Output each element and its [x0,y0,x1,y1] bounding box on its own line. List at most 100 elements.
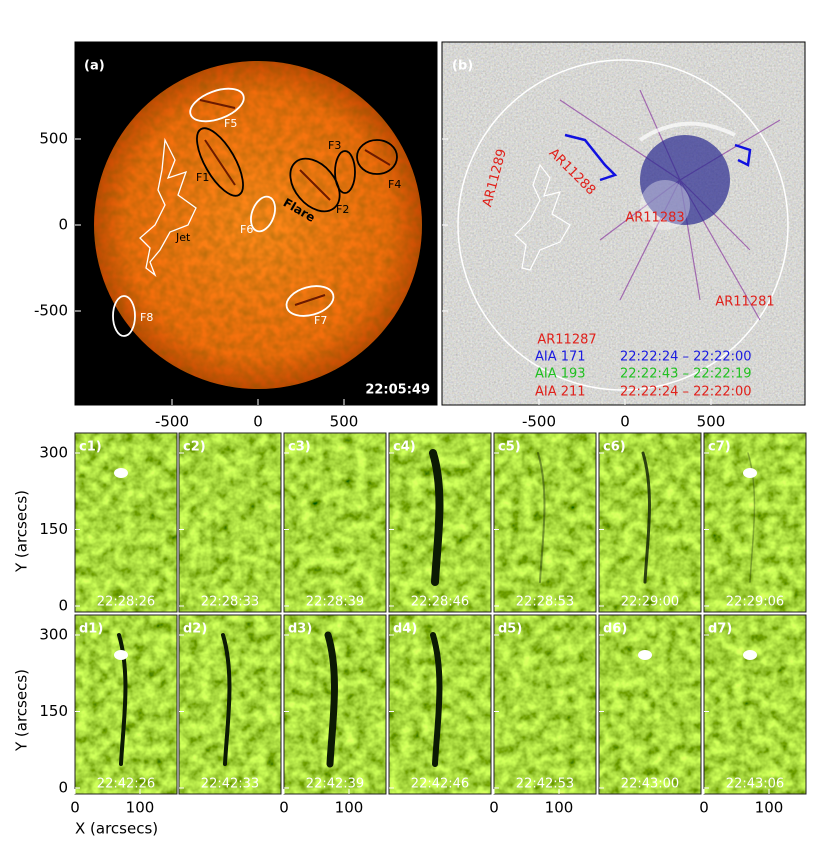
panel-image [179,433,281,612]
small-panel: c3) 22:28:39 [283,432,387,613]
small-panel: d7) 22:43:06 [703,614,807,795]
panel-time: 22:42:26 [97,777,155,792]
panel-time: 22:28:26 [97,595,155,610]
panel-label: c4) [393,440,416,455]
filament [430,632,443,767]
x-tick-label: -500 [155,413,189,431]
filament [324,631,338,768]
small-panel: d5) 22:42:53 [493,614,597,795]
panel-a-frame [74,41,438,406]
y-axis-title: Y (arcsecs) [13,669,31,752]
y-tick-label: 300 [39,444,68,462]
bright-point [638,650,652,660]
panel-time: 22:29:06 [726,595,784,610]
small-panel: c1) 22:28:26 [74,432,178,613]
small-panel: d4) 22:42:46 [388,614,492,795]
legend-times: 22:22:24 – 22:22:00 [620,385,752,400]
x-tick-label: 100 [545,799,574,817]
legend-times: 22:22:24 – 22:22:00 [620,350,752,365]
small-panel: d6) 22:43:00 [598,614,702,795]
feature-label: F3 [328,139,341,152]
y-tick-label: 0 [58,779,68,797]
panel-frame [388,432,492,613]
feature-label: F8 [140,311,153,324]
bright-point [743,650,757,660]
bright-point [114,468,128,478]
panel-frame [283,432,387,613]
y-tick-label: 500 [39,130,68,148]
y-tick-label: 0 [58,216,68,234]
jet-label: Jet [175,231,191,244]
filament [221,633,232,766]
feature-label: F4 [388,178,401,191]
panel-time: 22:28:33 [201,595,259,610]
x-tick-label: 0 [620,413,630,431]
x-tick-label: 100 [126,799,155,817]
panel-image [599,615,701,794]
panel-image [704,615,806,794]
panel-frame [74,614,178,795]
panel-b-frame [441,41,806,406]
panel-frame [598,432,702,613]
filament [429,449,444,586]
panel-time: 22:42:53 [516,777,574,792]
filament [747,452,756,583]
filament [537,452,546,583]
panel-frame [703,614,807,795]
x-tick-label: 0 [70,799,80,817]
panel-time: 22:05:49 [365,383,430,398]
small-panel: d3) 22:42:39 [283,614,387,795]
region-label: AR11281 [715,295,774,310]
panel-time: 22:42:33 [201,777,259,792]
panel-label: c3) [288,440,311,455]
panel-time: 22:43:00 [621,777,679,792]
bright-point [114,650,128,660]
legend-times: 22:22:43 – 22:22:19 [620,367,752,382]
panel-label: d7) [708,622,732,637]
x-tick-label: 100 [755,799,784,817]
filament [117,633,128,766]
panel-label: d1) [79,622,103,637]
panel-frame [178,432,282,613]
small-panel: c6) 22:29:00 [598,432,702,613]
panel-time: 22:28:46 [411,595,469,610]
panel-frame [74,432,178,613]
small-panel: d2) 22:42:33 [178,614,282,795]
panel-label: (b) [452,59,473,74]
panel-image [494,615,596,794]
panel-label: d2) [183,622,207,637]
feature-labels: F1 F2 F3 F4 F5 F6 F7 F8 Flare Jet [140,117,401,327]
small-panel: c2) 22:28:33 [178,432,282,613]
panel-image [494,433,596,612]
legend-channel: AIA 171 [535,350,586,365]
y-tick-label: 150 [39,520,68,538]
panel-image [75,433,177,612]
panel-frame [493,614,597,795]
legend-channel: AIA 211 [535,385,586,400]
x-tick-label: -500 [522,413,556,431]
feature-label: F2 [336,203,349,216]
y-axis-title: Y (arcsecs) [13,490,31,573]
panel-label: d3) [288,622,312,637]
panel-a-image [75,42,437,405]
bright-point [743,468,757,478]
panel-frame [703,432,807,613]
panel-time: 22:42:39 [306,777,364,792]
panel-time: 22:42:46 [411,777,469,792]
x-tick-label: 500 [697,413,726,431]
panel-label: d4) [393,622,417,637]
panel-frame [598,614,702,795]
x-tick-label: 0 [279,799,289,817]
filament [641,451,651,584]
panel-label: d5) [498,622,522,637]
legend-channel: AIA 193 [535,367,586,382]
feature-label: F6 [240,223,253,236]
legend: AIA 171 22:22:24 – 22:22:00 AIA 193 22:2… [535,350,752,400]
panel-label: c5) [498,440,521,455]
x-tick-label: 0 [253,413,263,431]
panel-label: c7) [708,440,731,455]
region-label: AR11283 [625,211,684,226]
panel-frame [493,432,597,613]
x-tick-label: 500 [330,413,359,431]
